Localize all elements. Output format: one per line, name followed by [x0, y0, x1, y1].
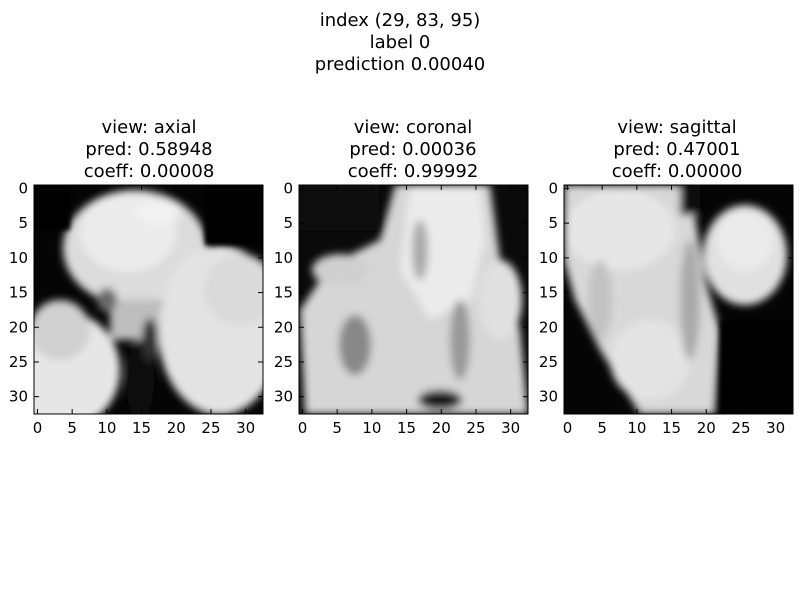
coronal-xtick-label: 10	[362, 419, 381, 437]
axial-xtick-label: 5	[67, 419, 77, 437]
coronal-ytick-label: 25	[274, 353, 293, 371]
sagittal-xtick-label: 15	[662, 419, 681, 437]
coronal-coeff-label: coeff: 0.99992	[347, 161, 479, 182]
coronal-ytick-label: 20	[274, 318, 293, 336]
axial-ytick-label: 10	[9, 249, 28, 267]
coronal-xtick-label: 15	[397, 419, 416, 437]
axial-pred-label: pred: 0.58948	[85, 139, 213, 160]
coronal-xtick-label: 5	[332, 419, 342, 437]
figure-title-label: label 0	[369, 32, 431, 53]
sagittal-coeff-label: coeff: 0.00000	[611, 161, 743, 182]
sagittal-image	[564, 185, 793, 414]
coronal-ytick-label: 10	[274, 249, 293, 267]
figure-title-prediction: prediction 0.00040	[314, 54, 486, 75]
coronal-view-label: view: coronal	[353, 117, 473, 138]
tick-marks	[34, 185, 793, 414]
sagittal-xtick-label: 25	[731, 419, 750, 437]
coronal-xtick-label: 20	[432, 419, 451, 437]
coronal-xtick-label: 0	[298, 419, 308, 437]
sagittal-xtick-label: 10	[627, 419, 646, 437]
figure-title: index (29, 83, 95) label 0 prediction 0.…	[0, 10, 800, 76]
axial-xtick-label: 0	[33, 419, 43, 437]
sagittal-view-label: view: sagittal	[617, 117, 737, 138]
panel-title-sagittal: view: sagittal pred: 0.47001 coeff: 0.00…	[557, 117, 797, 183]
sagittal-xtick-label: 0	[563, 419, 573, 437]
sagittal-ytick-label: 25	[539, 353, 558, 371]
axial-ytick-label: 30	[9, 388, 28, 406]
axial-xtick-label: 30	[236, 419, 255, 437]
sagittal-xtick-label: 30	[766, 419, 785, 437]
sagittal-ytick-label: 0	[548, 179, 558, 197]
axial-coeff-label: coeff: 0.00008	[83, 161, 215, 182]
panel-title-axial: view: axial pred: 0.58948 coeff: 0.00008	[29, 117, 269, 183]
axial-xtick-label: 10	[97, 419, 116, 437]
axial-image	[34, 185, 263, 414]
panel-title-coronal: view: coronal pred: 0.00036 coeff: 0.999…	[293, 117, 533, 183]
axial-ytick-label: 25	[9, 353, 28, 371]
coronal-xtick-label: 30	[501, 419, 520, 437]
axial-ytick-label: 15	[9, 284, 28, 302]
axial-frame	[33, 184, 264, 415]
axial-xtick-label: 25	[201, 419, 220, 437]
axial-ytick-label: 20	[9, 318, 28, 336]
figure-title-index: index (29, 83, 95)	[319, 10, 481, 31]
coronal-ytick-label: 0	[283, 179, 293, 197]
tick-labels: 0 0 5 5 10 10 15 15 20 20 25 25 30 30 0 0 5 5 10 10 15 15 20 20…	[9, 179, 785, 437]
axial-xtick-label: 20	[167, 419, 186, 437]
sagittal-pred-label: pred: 0.47001	[613, 139, 741, 160]
coronal-pred-label: pred: 0.00036	[349, 139, 477, 160]
sagittal-ytick-label: 5	[548, 214, 558, 232]
coronal-ytick-label: 5	[283, 214, 293, 232]
coronal-ytick-label: 30	[274, 388, 293, 406]
coronal-xtick-label: 25	[466, 419, 485, 437]
axial-ytick-label: 0	[18, 179, 28, 197]
sagittal-ytick-label: 10	[539, 249, 558, 267]
sagittal-ytick-label: 30	[539, 388, 558, 406]
sagittal-ytick-label: 20	[539, 318, 558, 336]
coronal-ytick-label: 15	[274, 284, 293, 302]
coronal-frame	[298, 184, 529, 415]
sagittal-xtick-label: 5	[597, 419, 607, 437]
coronal-image	[299, 185, 528, 414]
sagittal-frame	[563, 184, 794, 415]
sagittal-xtick-label: 20	[697, 419, 716, 437]
axial-xtick-label: 15	[132, 419, 151, 437]
axial-ytick-label: 5	[18, 214, 28, 232]
axial-view-label: view: axial	[101, 117, 197, 138]
sagittal-ytick-label: 15	[539, 284, 558, 302]
